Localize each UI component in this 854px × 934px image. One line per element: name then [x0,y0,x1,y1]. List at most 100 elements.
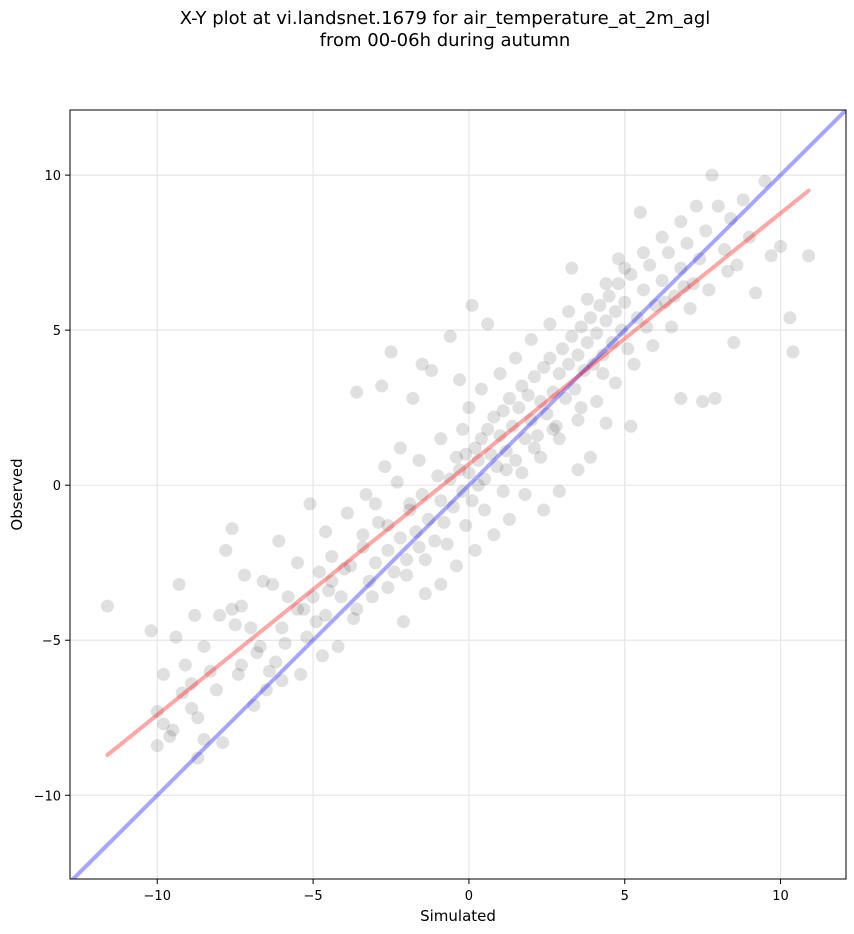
data-point-100 [587,357,601,371]
data-point-218 [618,261,632,275]
data-point-76 [512,401,526,415]
data-point-160 [425,363,439,377]
data-point-159 [406,391,420,405]
data-point-44 [387,565,401,579]
data-point-183 [262,664,276,678]
data-point-142 [624,419,638,433]
data-point-143 [599,416,613,430]
data-point-52 [428,534,442,548]
data-point-135 [783,311,797,325]
data-point-248 [275,621,289,635]
data-point-131 [749,286,763,300]
data-point-247 [297,602,311,616]
data-point-35 [325,550,339,564]
data-point-168 [359,488,373,501]
data-point-188 [365,590,379,604]
data-point-246 [322,584,336,598]
data-point-165 [415,357,429,371]
chart-title: X-Y plot at vi.landsnet.1679 for air_tem… [0,8,854,52]
data-point-167 [378,460,392,474]
data-point-98 [580,336,594,350]
data-point-74 [506,419,520,433]
data-point-64 [474,432,488,446]
data-point-219 [636,246,650,260]
x-axis-ticks: −10 −5 0 5 10 [144,879,789,904]
data-point-8 [191,711,205,725]
data-point-94 [568,382,582,396]
data-point-7 [185,677,199,691]
data-point-197 [534,450,548,464]
data-point-70 [493,429,507,443]
data-point-43 [381,543,395,557]
data-point-201 [608,376,622,390]
data-point-191 [418,553,432,567]
data-point-23 [275,674,289,688]
data-point-154 [418,587,432,601]
data-point-32 [315,649,329,663]
data-point-10 [191,751,205,765]
data-point-223 [633,205,647,219]
data-point-238 [640,320,654,334]
data-point-207 [721,264,735,278]
data-point-233 [527,441,541,455]
data-point-130 [742,230,756,244]
data-point-108 [611,277,625,291]
data-point-83 [534,394,548,408]
data-point-175 [213,608,227,622]
data-point-67 [484,447,498,461]
data-point-49 [412,540,426,554]
data-point-18 [234,599,248,613]
data-point-6 [175,686,189,700]
data-point-113 [636,283,650,297]
data-point-176 [188,608,202,622]
data-point-187 [347,612,361,626]
data-point-178 [156,667,170,681]
y-tick-label-4: 10 [44,169,61,184]
regression-fit-line [105,188,811,757]
data-point-216 [580,292,594,306]
data-point-34 [303,497,317,511]
data-point-105 [602,289,616,303]
data-point-82 [530,429,544,443]
data-point-145 [571,463,585,477]
data-point-106 [605,336,619,350]
data-point-182 [247,698,261,712]
data-point-226 [434,432,448,446]
data-point-4 [156,717,170,731]
data-point-36 [334,590,348,604]
data-point-133 [764,249,778,263]
data-point-217 [599,277,613,291]
data-point-200 [590,394,604,408]
data-point-99 [583,311,597,325]
x-axis-label: Simulated [420,907,496,925]
data-point-102 [593,298,607,312]
data-point-12 [203,664,217,678]
data-point-210 [456,422,470,436]
data-point-195 [496,484,510,498]
reference-lines [70,110,846,879]
data-point-253 [163,729,177,743]
data-point-125 [711,199,725,213]
x-tick-label-1: −5 [303,889,322,904]
data-point-172 [272,534,286,548]
chart-title-line-2: from 00-06h during autumn [319,30,571,51]
data-point-230 [449,450,463,464]
data-point-189 [381,581,395,595]
data-point-80 [524,413,538,427]
data-point-78 [518,432,532,446]
data-point-0 [100,599,114,613]
scatter-points [100,168,816,765]
data-point-235 [574,401,588,415]
x-tick-label-4: 10 [772,889,789,904]
y-tick-label-1: −5 [42,634,61,649]
data-point-62 [468,441,482,455]
data-point-96 [574,320,588,334]
data-point-5 [166,723,180,737]
data-point-42 [372,515,386,529]
data-point-50 [415,488,429,501]
data-point-184 [278,636,292,650]
data-point-138 [696,394,710,408]
data-point-140 [727,336,741,350]
data-point-185 [309,615,323,629]
data-point-251 [209,683,223,697]
